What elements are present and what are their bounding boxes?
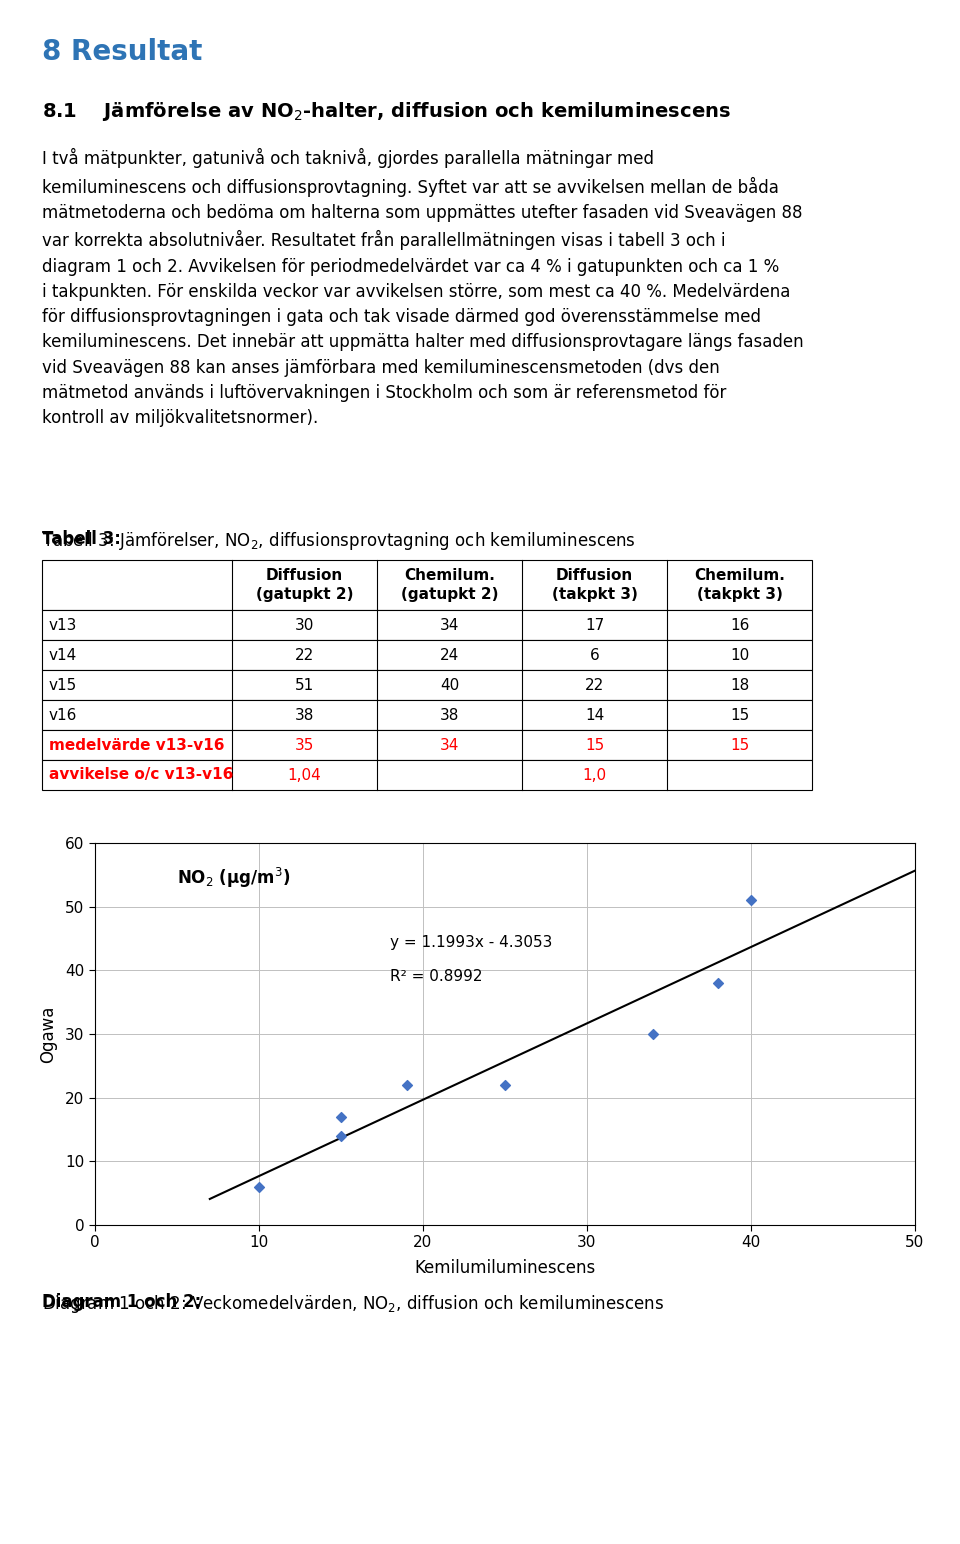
Point (399, 1073, 415, 1098)
Text: v14: v14 (49, 647, 77, 662)
Text: Tabell 3: Jämförelser, NO$_2$, diffusionsprovtagning och kemiluminescens: Tabell 3: Jämförelser, NO$_2$, diffusion… (42, 530, 636, 553)
Text: Diagram 1 och 2: Veckomedelvärden, NO$_2$, diffusion och kemiluminescens: Diagram 1 och 2: Veckomedelvärden, NO$_2… (42, 1292, 664, 1315)
Text: 17: 17 (585, 618, 604, 633)
Text: 1,0: 1,0 (583, 767, 607, 783)
Bar (42, 730, 812, 760)
Text: Diffusion
(takpkt 3): Diffusion (takpkt 3) (552, 568, 637, 602)
Bar (42, 760, 812, 791)
Text: 34: 34 (440, 618, 459, 633)
Text: Diagram 1 och 2:: Diagram 1 och 2: (42, 1292, 202, 1311)
Text: 1,04: 1,04 (288, 767, 322, 783)
Text: 8 Resultat: 8 Resultat (42, 39, 203, 66)
Point (710, 971, 726, 996)
Point (497, 1073, 513, 1098)
Y-axis label: Ogawa: Ogawa (38, 1005, 57, 1062)
Text: y = 1.1993x - 4.3053: y = 1.1993x - 4.3053 (390, 934, 553, 950)
Text: 40: 40 (440, 678, 459, 693)
Text: Chemilum.
(takpkt 3): Chemilum. (takpkt 3) (694, 568, 785, 602)
Bar (42, 610, 812, 641)
X-axis label: Kemilumiluminescens: Kemilumiluminescens (415, 1258, 595, 1277)
Text: Tabell 3:: Tabell 3: (42, 530, 121, 548)
Bar (42, 560, 812, 610)
Point (743, 888, 758, 913)
Point (252, 1175, 267, 1200)
Text: Diffusion
(gatupkt 2): Diffusion (gatupkt 2) (255, 568, 353, 602)
Text: 15: 15 (730, 707, 749, 723)
Text: 16: 16 (730, 618, 749, 633)
Text: 15: 15 (730, 738, 749, 752)
Text: NO$_2$ (µg/m$^3$): NO$_2$ (µg/m$^3$) (177, 866, 290, 889)
Text: Chemilum.
(gatupkt 2): Chemilum. (gatupkt 2) (400, 568, 498, 602)
Text: avvikelse o/c v13-v16: avvikelse o/c v13-v16 (49, 767, 233, 783)
Text: 51: 51 (295, 678, 314, 693)
Text: 22: 22 (295, 647, 314, 662)
Text: I två mätpunkter, gatunivå och taknivå, gjordes parallella mätningar med
kemilum: I två mätpunkter, gatunivå och taknivå, … (42, 148, 804, 428)
Point (333, 1104, 348, 1129)
Text: 6: 6 (589, 647, 599, 662)
Text: 22: 22 (585, 678, 604, 693)
Text: 38: 38 (295, 707, 314, 723)
Point (645, 1022, 660, 1047)
Text: 24: 24 (440, 647, 459, 662)
Bar (42, 641, 812, 670)
Text: 35: 35 (295, 738, 314, 752)
Text: 30: 30 (295, 618, 314, 633)
Text: 14: 14 (585, 707, 604, 723)
Text: medelvärde v13-v16: medelvärde v13-v16 (49, 738, 225, 752)
Text: 15: 15 (585, 738, 604, 752)
Text: 18: 18 (730, 678, 749, 693)
Text: 8.1    Jämförelse av NO$_2$-halter, diffusion och kemiluminescens: 8.1 Jämförelse av NO$_2$-halter, diffusi… (42, 100, 731, 124)
Text: v16: v16 (49, 707, 78, 723)
Text: 10: 10 (730, 647, 749, 662)
Text: v15: v15 (49, 678, 77, 693)
Text: R² = 0.8992: R² = 0.8992 (390, 970, 483, 984)
Bar (42, 670, 812, 699)
Text: 34: 34 (440, 738, 459, 752)
Text: v13: v13 (49, 618, 78, 633)
Text: 38: 38 (440, 707, 459, 723)
Point (333, 1124, 348, 1149)
Bar (42, 699, 812, 730)
